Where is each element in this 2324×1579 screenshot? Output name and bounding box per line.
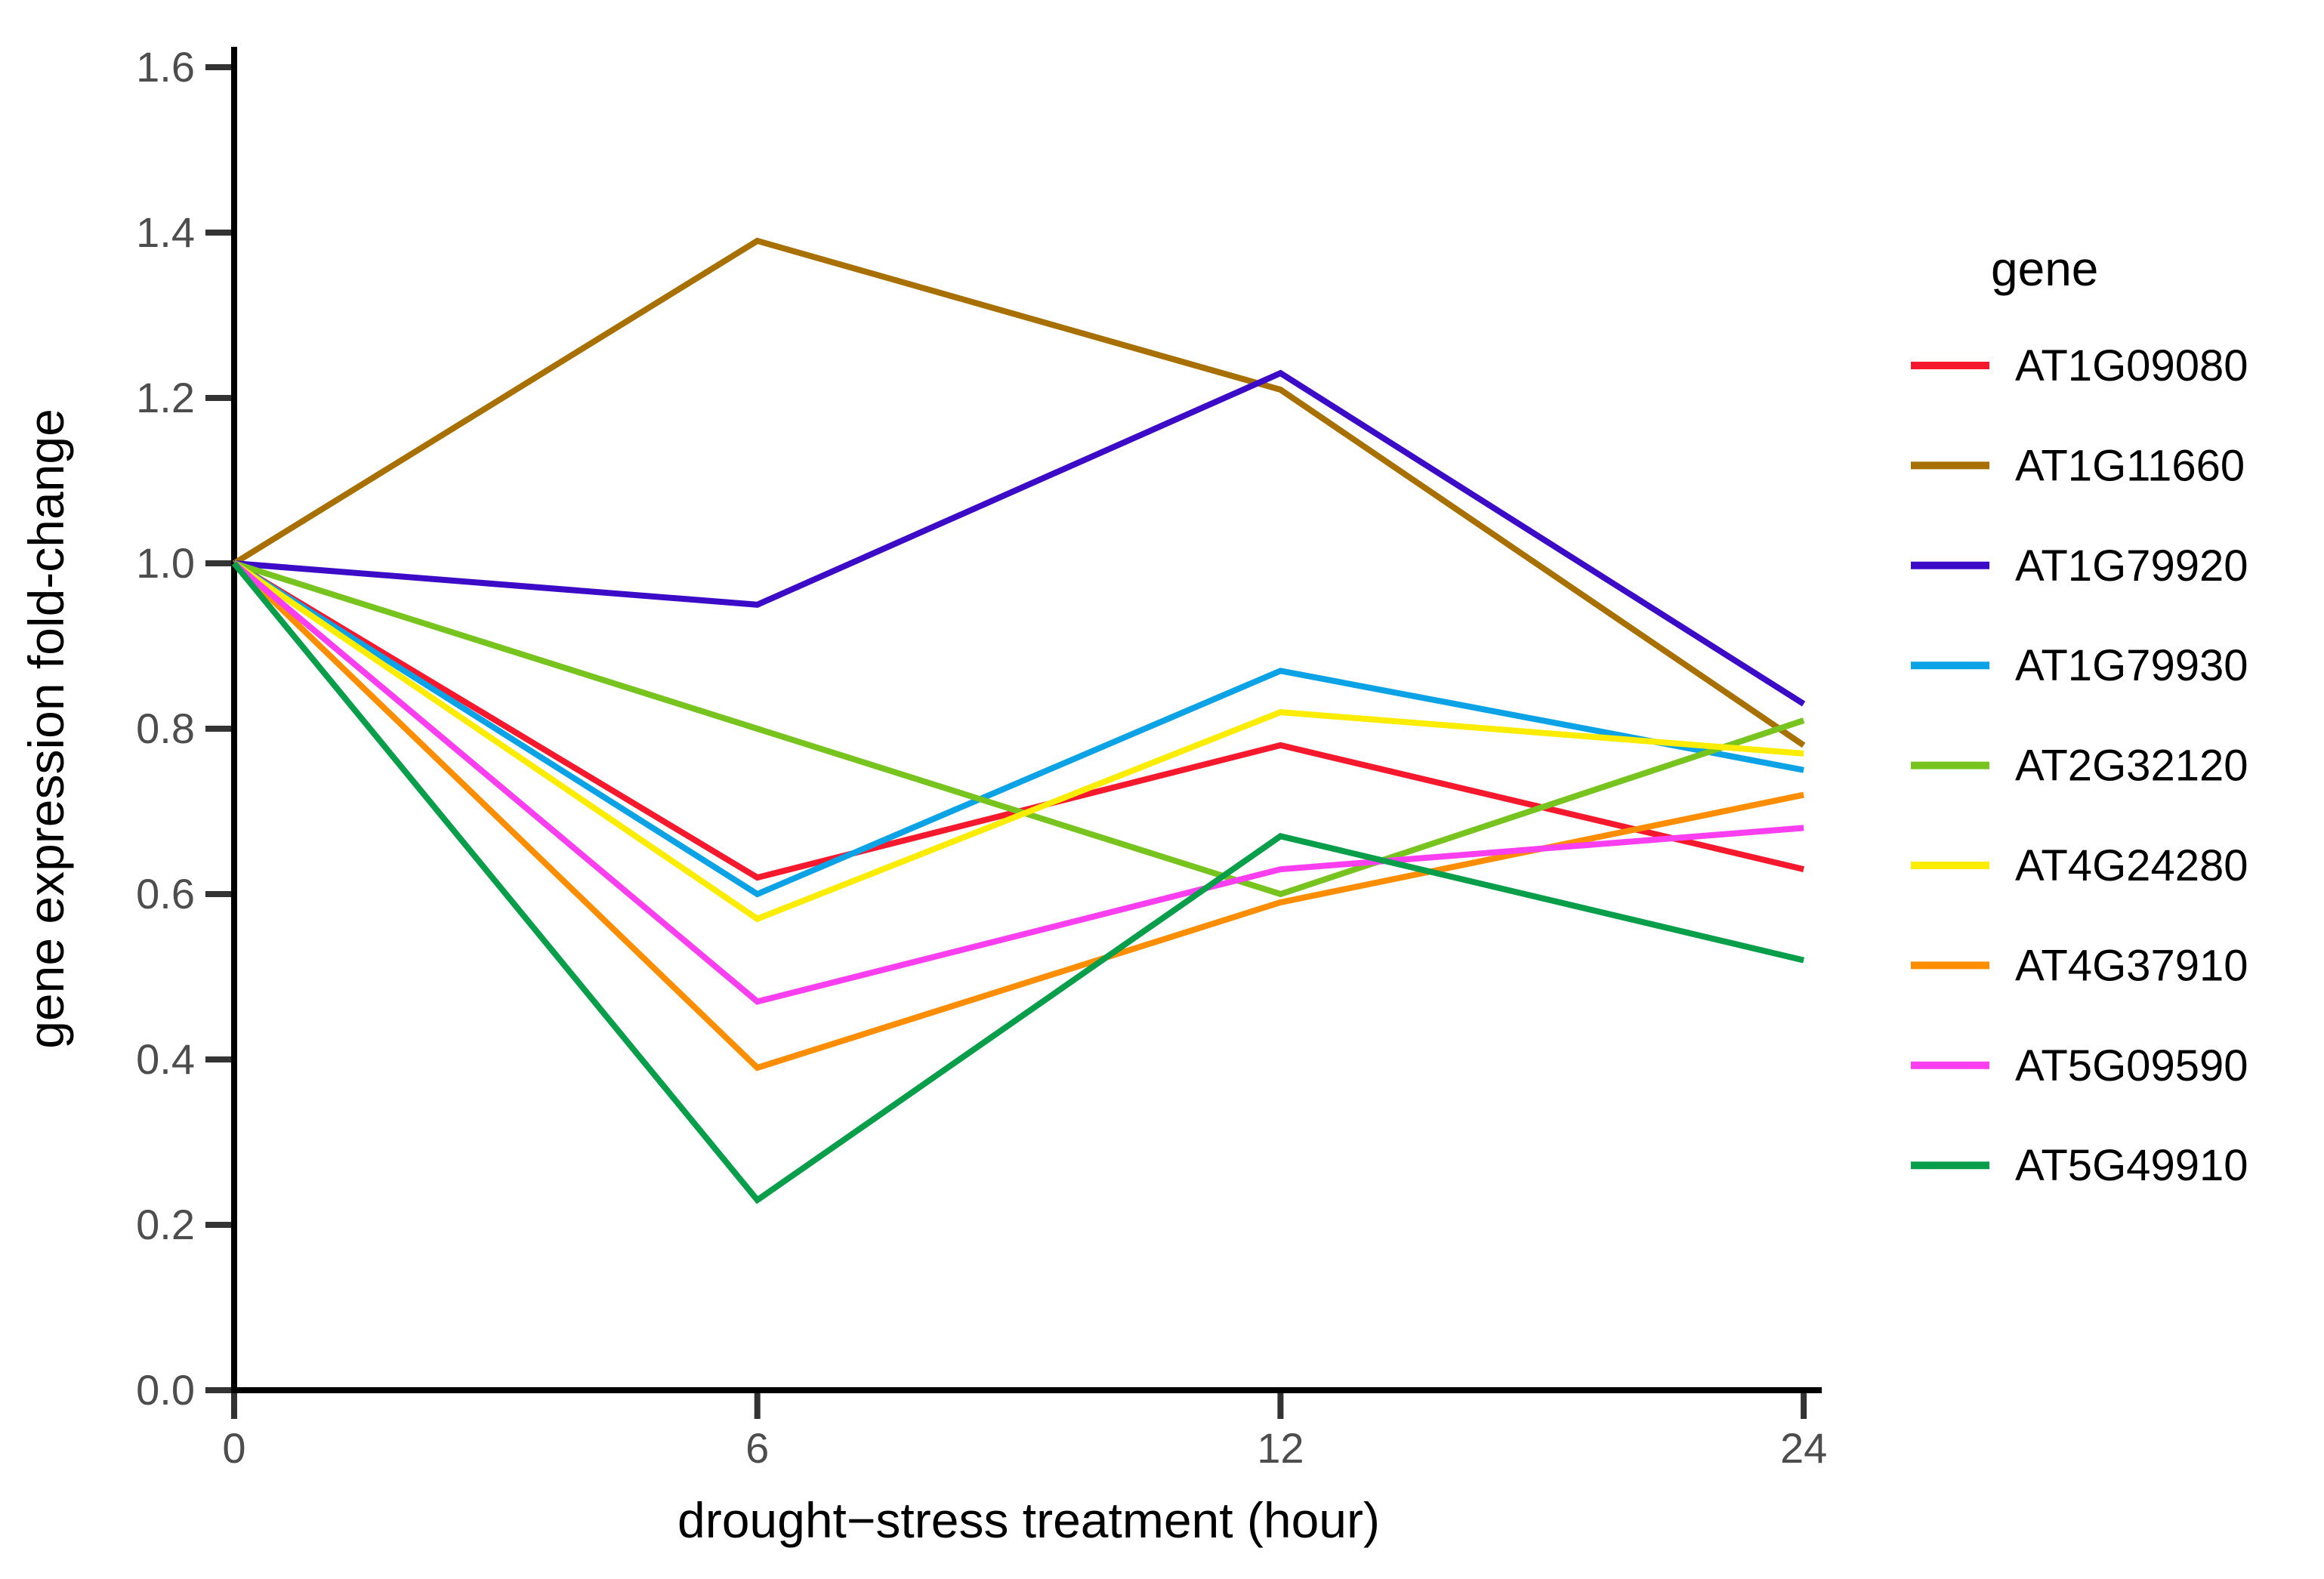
y-tick-label: 1.0	[136, 539, 195, 587]
y-tick	[205, 726, 231, 732]
legend-label-AT5G09590: AT5G09590	[2015, 1041, 2248, 1090]
y-axis-line	[231, 47, 237, 1393]
y-tick	[205, 395, 231, 401]
y-tick	[205, 230, 231, 236]
x-tick	[1277, 1393, 1284, 1419]
legend-label-AT4G24280: AT4G24280	[2015, 841, 2248, 890]
legend-label-AT1G09080: AT1G09080	[2015, 341, 2248, 390]
y-tick-label: 0.6	[136, 870, 195, 917]
x-tick-label: 6	[745, 1424, 769, 1472]
legend-layer: AT1G09080 AT1G11660 AT1G79920 AT1G79930 AT2G…	[1911, 341, 2248, 1190]
series-line-AT4G24280	[232, 560, 1804, 923]
series-line-AT1G79930	[232, 560, 1804, 898]
x-tick	[1801, 1393, 1807, 1419]
series-line-AT2G32120	[233, 560, 1805, 898]
y-tick	[205, 1056, 231, 1062]
x-tick-label: 12	[1257, 1424, 1304, 1472]
y-tick	[205, 1222, 231, 1228]
legend-label-AT4G37910: AT4G37910	[2015, 941, 2248, 990]
legend-label-AT2G32120: AT2G32120	[2015, 742, 2248, 791]
y-tick-label: 1.6	[136, 43, 195, 91]
legend-label-AT1G79920: AT1G79920	[2015, 541, 2248, 591]
y-tick	[205, 64, 231, 70]
legend-label-AT5G49910: AT5G49910	[2015, 1141, 2248, 1190]
y-tick-label: 1.2	[136, 374, 195, 421]
x-tick-label: 24	[1780, 1424, 1827, 1472]
series-layer	[231, 237, 1806, 1204]
series-line-AT5G09590	[232, 560, 1804, 1005]
x-tick	[754, 1393, 761, 1419]
x-tick	[231, 1393, 237, 1419]
legend-title: gene	[1991, 242, 2098, 296]
y-tick-label: 1.4	[136, 208, 195, 256]
x-tick-label: 0	[222, 1424, 245, 1472]
y-tick	[205, 891, 231, 897]
y-tick	[205, 560, 231, 566]
y-tick-label: 0.8	[136, 705, 195, 752]
series-line-AT1G79920	[233, 369, 1806, 707]
series-line-AT5G49910	[231, 561, 1805, 1204]
x-axis-title: drought−stress treatment (hour)	[677, 1492, 1380, 1548]
y-tick-label: 0.0	[136, 1366, 195, 1414]
axes-layer: 0.0 0.2 0.4 0.6 0.8 1.0 1.2 1.4 1.6 0 6 12 24	[136, 43, 1827, 1472]
legend-label-AT1G11660: AT1G11660	[2015, 441, 2245, 490]
y-axis-title: gene expression fold-change	[18, 409, 74, 1049]
y-tick-label: 0.4	[136, 1035, 195, 1083]
legend-label-AT1G79930: AT1G79930	[2015, 641, 2248, 690]
series-line-AT1G11660	[232, 237, 1806, 748]
y-tick	[205, 1387, 231, 1393]
y-tick-label: 0.2	[136, 1201, 195, 1248]
x-axis-line	[231, 1387, 1822, 1393]
